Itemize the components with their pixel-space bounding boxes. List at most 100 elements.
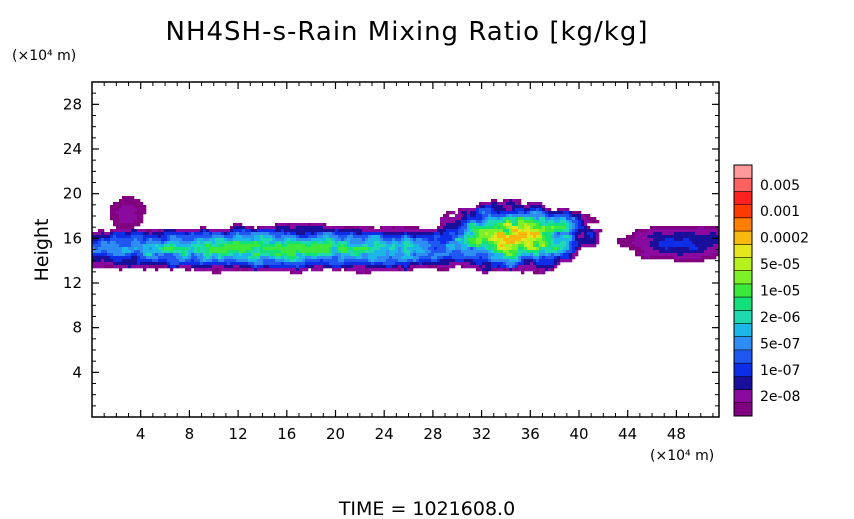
heatmap-cell <box>356 253 360 257</box>
heatmap-cell <box>635 253 639 257</box>
heatmap-cell <box>185 238 189 242</box>
heatmap-cell <box>542 256 546 260</box>
heatmap-cell <box>524 205 528 209</box>
heatmap-cell <box>218 241 222 245</box>
heatmap-cell <box>170 259 174 263</box>
heatmap-cell <box>236 265 240 269</box>
heatmap-cell <box>440 256 444 260</box>
heatmap-cell <box>185 268 189 272</box>
heatmap-cell <box>227 238 231 242</box>
heatmap-cell <box>308 238 312 242</box>
heatmap-cell <box>404 259 408 263</box>
heatmap-cell <box>254 262 258 266</box>
heatmap-cell <box>266 244 270 248</box>
heatmap-cell <box>302 259 306 263</box>
heatmap-cell <box>527 253 531 257</box>
heatmap-cell <box>479 214 483 218</box>
heatmap-cell <box>188 259 192 263</box>
heatmap-cell <box>200 247 204 251</box>
heatmap-cell <box>284 250 288 254</box>
heatmap-cell <box>212 244 216 248</box>
heatmap-cell <box>125 220 129 224</box>
heatmap-cell <box>425 241 429 245</box>
heatmap-cell <box>173 232 177 236</box>
heatmap-cell <box>431 235 435 239</box>
heatmap-cell <box>521 238 525 242</box>
heatmap-cell <box>479 241 483 245</box>
heatmap-cell <box>662 232 666 236</box>
heatmap-cell <box>542 205 546 209</box>
heatmap-cell <box>233 238 237 242</box>
heatmap-cell <box>536 256 540 260</box>
heatmap-cell <box>593 238 597 242</box>
heatmap-cell <box>662 241 666 245</box>
heatmap-cell <box>317 265 321 269</box>
heatmap-cell <box>491 250 495 254</box>
heatmap-cell <box>131 217 135 221</box>
heatmap-cell <box>539 226 543 230</box>
heatmap-cell <box>215 259 219 263</box>
heatmap-cell <box>716 253 720 257</box>
heatmap-cell <box>524 247 528 251</box>
heatmap-cell <box>533 244 537 248</box>
heatmap-cell <box>596 220 600 224</box>
heatmap-cell <box>386 226 390 230</box>
heatmap-cell <box>266 226 270 230</box>
heatmap-cell <box>101 247 105 251</box>
heatmap-cell <box>485 238 489 242</box>
heatmap-cell <box>140 229 144 233</box>
heatmap-cell <box>353 235 357 239</box>
heatmap-cell <box>476 241 480 245</box>
heatmap-cell <box>404 235 408 239</box>
heatmap-cell <box>119 241 123 245</box>
heatmap-cell <box>326 226 330 230</box>
heatmap-cell <box>398 235 402 239</box>
heatmap-cell <box>134 256 138 260</box>
heatmap-cell <box>476 235 480 239</box>
heatmap-cell <box>212 238 216 242</box>
heatmap-cell <box>329 235 333 239</box>
heatmap-cell <box>485 217 489 221</box>
heatmap-cell <box>506 235 510 239</box>
x-tick-label: 4 <box>136 425 146 443</box>
heatmap-cell <box>386 238 390 242</box>
heatmap-cell <box>554 259 558 263</box>
heatmap-cell <box>341 241 345 245</box>
heatmap-cell <box>425 253 429 257</box>
heatmap-cell <box>431 244 435 248</box>
heatmap-cell <box>479 229 483 233</box>
heatmap-cell <box>335 256 339 260</box>
heatmap-cell <box>173 262 177 266</box>
heatmap-cell <box>455 229 459 233</box>
heatmap-cell <box>701 253 705 257</box>
heatmap-cell <box>140 250 144 254</box>
heatmap-cell <box>398 229 402 233</box>
heatmap-cell <box>476 250 480 254</box>
heatmap-cell <box>698 247 702 251</box>
heatmap-cell <box>533 220 537 224</box>
heatmap-cell <box>341 262 345 266</box>
heatmap-cell <box>347 232 351 236</box>
heatmap-cell <box>284 244 288 248</box>
heatmap-cell <box>707 229 711 233</box>
heatmap-cell <box>398 259 402 263</box>
heatmap-cell <box>155 253 159 257</box>
heatmap-cell <box>125 205 129 209</box>
heatmap-cell <box>515 208 519 212</box>
heatmap-cell <box>248 265 252 269</box>
heatmap-cell <box>218 238 222 242</box>
heatmap-cell <box>632 232 636 236</box>
heatmap-cell <box>326 238 330 242</box>
heatmap-cell <box>113 211 117 215</box>
heatmap-cell <box>215 271 219 275</box>
heatmap-cell <box>347 244 351 248</box>
heatmap-cell <box>650 226 654 230</box>
heatmap-cell <box>110 214 114 218</box>
heatmap-cell <box>113 250 117 254</box>
heatmap-cell <box>665 241 669 245</box>
heatmap-cell <box>647 253 651 257</box>
heatmap-cell <box>491 211 495 215</box>
heatmap-cell <box>233 262 237 266</box>
heatmap-cell <box>527 223 531 227</box>
heatmap-cell <box>482 235 486 239</box>
